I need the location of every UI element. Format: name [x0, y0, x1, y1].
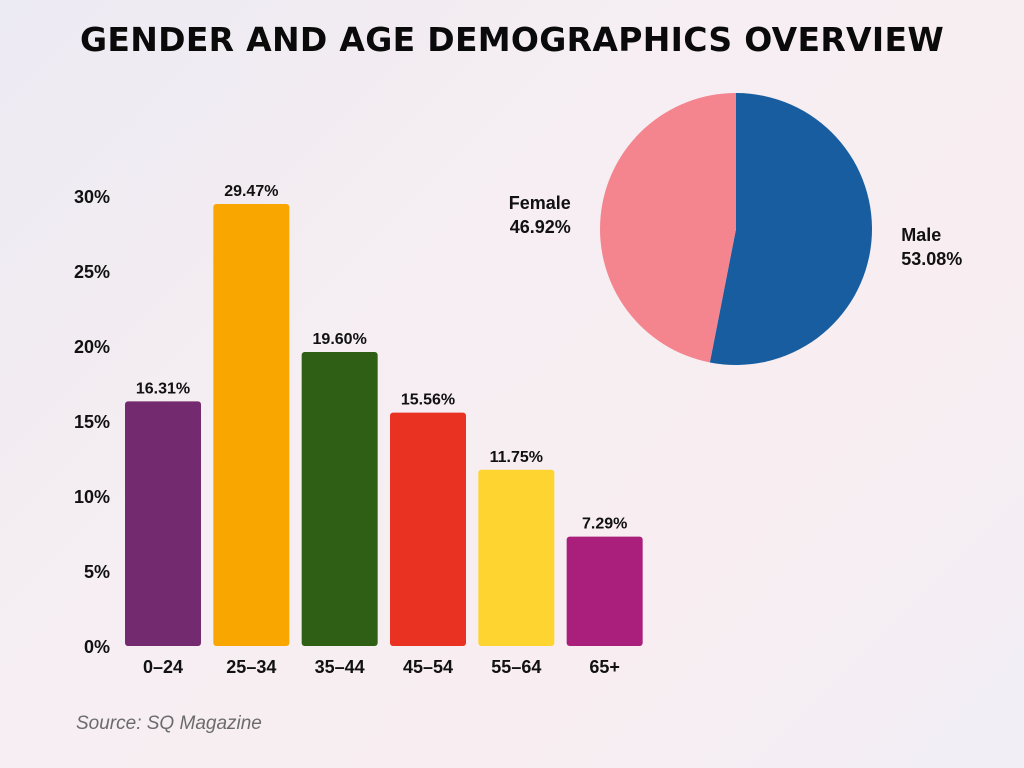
bar-2: [301, 352, 378, 646]
pie-labels: Male 53.08% Female 46.92%: [509, 193, 963, 269]
bar-3: [390, 412, 466, 646]
x-axis: 0–24 25–34 35–44 45–54 55–64 65+: [143, 657, 620, 677]
x-tick-label: 55–64: [491, 657, 541, 677]
x-tick-label: 45–54: [403, 657, 453, 677]
bar-5: [566, 536, 643, 646]
bar-data-label: 16.31%: [136, 380, 190, 397]
chart-title: GENDER AND AGE DEMOGRAPHICS OVERVIEW: [79, 20, 945, 59]
bar-data-label: 19.60%: [313, 331, 367, 348]
y-tick-label: 25%: [74, 262, 110, 282]
pie-chart: [600, 93, 873, 365]
x-tick-label: 0–24: [143, 657, 183, 677]
x-tick-label: 25–34: [226, 657, 276, 677]
x-tick-label: 35–44: [315, 657, 365, 677]
pie-label-group: Female 46.92%: [509, 193, 571, 237]
pie-label-value: 46.92%: [510, 217, 571, 237]
source-note: Source: SQ Magazine: [76, 713, 262, 734]
y-tick-label: 30%: [74, 187, 110, 207]
bar-data-label: 11.75%: [490, 449, 543, 466]
y-tick-label: 20%: [74, 337, 110, 357]
pie-slice-male: [709, 93, 873, 365]
bar-1: [213, 203, 290, 646]
pie-slice-female: [600, 93, 736, 363]
y-tick-label: 5%: [84, 562, 110, 582]
pie-label-name: Female: [509, 193, 571, 213]
bar-series: [125, 203, 643, 646]
pie-label-group: Male 53.08%: [901, 225, 962, 269]
bar-data-label: 15.56%: [401, 392, 455, 409]
y-tick-label: 10%: [74, 487, 110, 507]
y-tick-label: 15%: [74, 412, 110, 432]
bar-data-label: 7.29%: [582, 516, 627, 533]
bar-data-labels: 16.31% 29.47% 19.60% 15.56% 11.75% 7.29%: [136, 183, 627, 533]
bar-4: [478, 469, 555, 646]
x-tick-label: 65+: [589, 657, 620, 677]
pie-label-name: Male: [901, 225, 941, 245]
y-tick-label: 0%: [84, 637, 110, 657]
bar-data-label: 29.47%: [224, 183, 278, 200]
bar-0: [125, 401, 201, 646]
pie-label-value: 53.08%: [901, 249, 962, 269]
y-axis: 0% 5% 10% 15% 20% 25% 30%: [74, 187, 110, 657]
